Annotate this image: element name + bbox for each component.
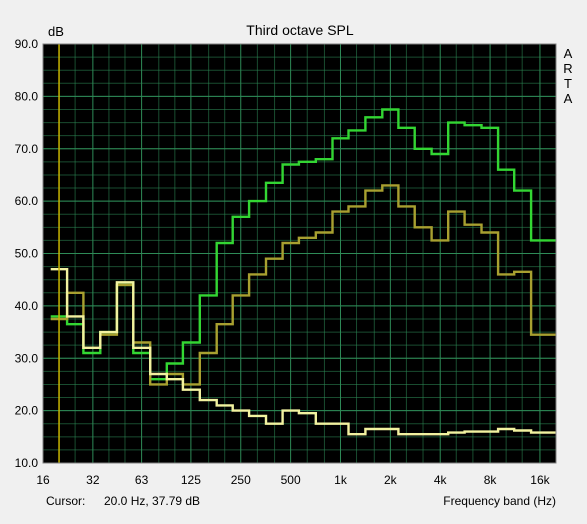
x-tick-label: 125 xyxy=(181,473,201,487)
x-axis-ticks: 16 32 63 125 250 500 1k 2k 4k 8k 16k xyxy=(36,473,550,487)
y-tick-label: 90.0 xyxy=(15,37,39,51)
x-tick-label: 8k xyxy=(484,473,498,487)
plot-frame xyxy=(42,43,557,464)
x-tick-label: 2k xyxy=(384,473,398,487)
x-tick-label: 250 xyxy=(231,473,251,487)
x-tick-label: 16k xyxy=(530,473,550,487)
y-tick-label: 30.0 xyxy=(15,351,39,365)
x-tick-label: 32 xyxy=(86,473,100,487)
y-axis-label: dB xyxy=(48,24,64,39)
y-tick-label: 20.0 xyxy=(15,404,39,418)
cursor-readout: 20.0 Hz, 37.79 dB xyxy=(104,494,200,508)
series-line-1 xyxy=(50,108,556,381)
series-layer xyxy=(50,108,556,436)
x-tick-label: 16 xyxy=(36,473,50,487)
series-line-3 xyxy=(50,268,556,436)
x-tick-label: 63 xyxy=(135,473,149,487)
x-tick-label: 1k xyxy=(334,473,348,487)
y-tick-label: 40.0 xyxy=(15,299,39,313)
y-tick-label: 10.0 xyxy=(15,456,39,470)
y-tick-label: 70.0 xyxy=(15,142,39,156)
y-tick-label: 60.0 xyxy=(15,194,39,208)
x-tick-label: 4k xyxy=(434,473,448,487)
cursor-label: Cursor: xyxy=(46,494,85,508)
chart-title: Third octave SPL xyxy=(246,22,354,38)
y-tick-label: 50.0 xyxy=(15,247,39,261)
x-axis-label[interactable]: Frequency band (Hz) xyxy=(443,494,556,508)
y-axis-ticks: 10.0 20.0 30.0 40.0 50.0 60.0 70.0 80.0 90.0 xyxy=(15,37,39,470)
y-tick-label: 80.0 xyxy=(15,89,39,103)
x-tick-label: 500 xyxy=(281,473,301,487)
